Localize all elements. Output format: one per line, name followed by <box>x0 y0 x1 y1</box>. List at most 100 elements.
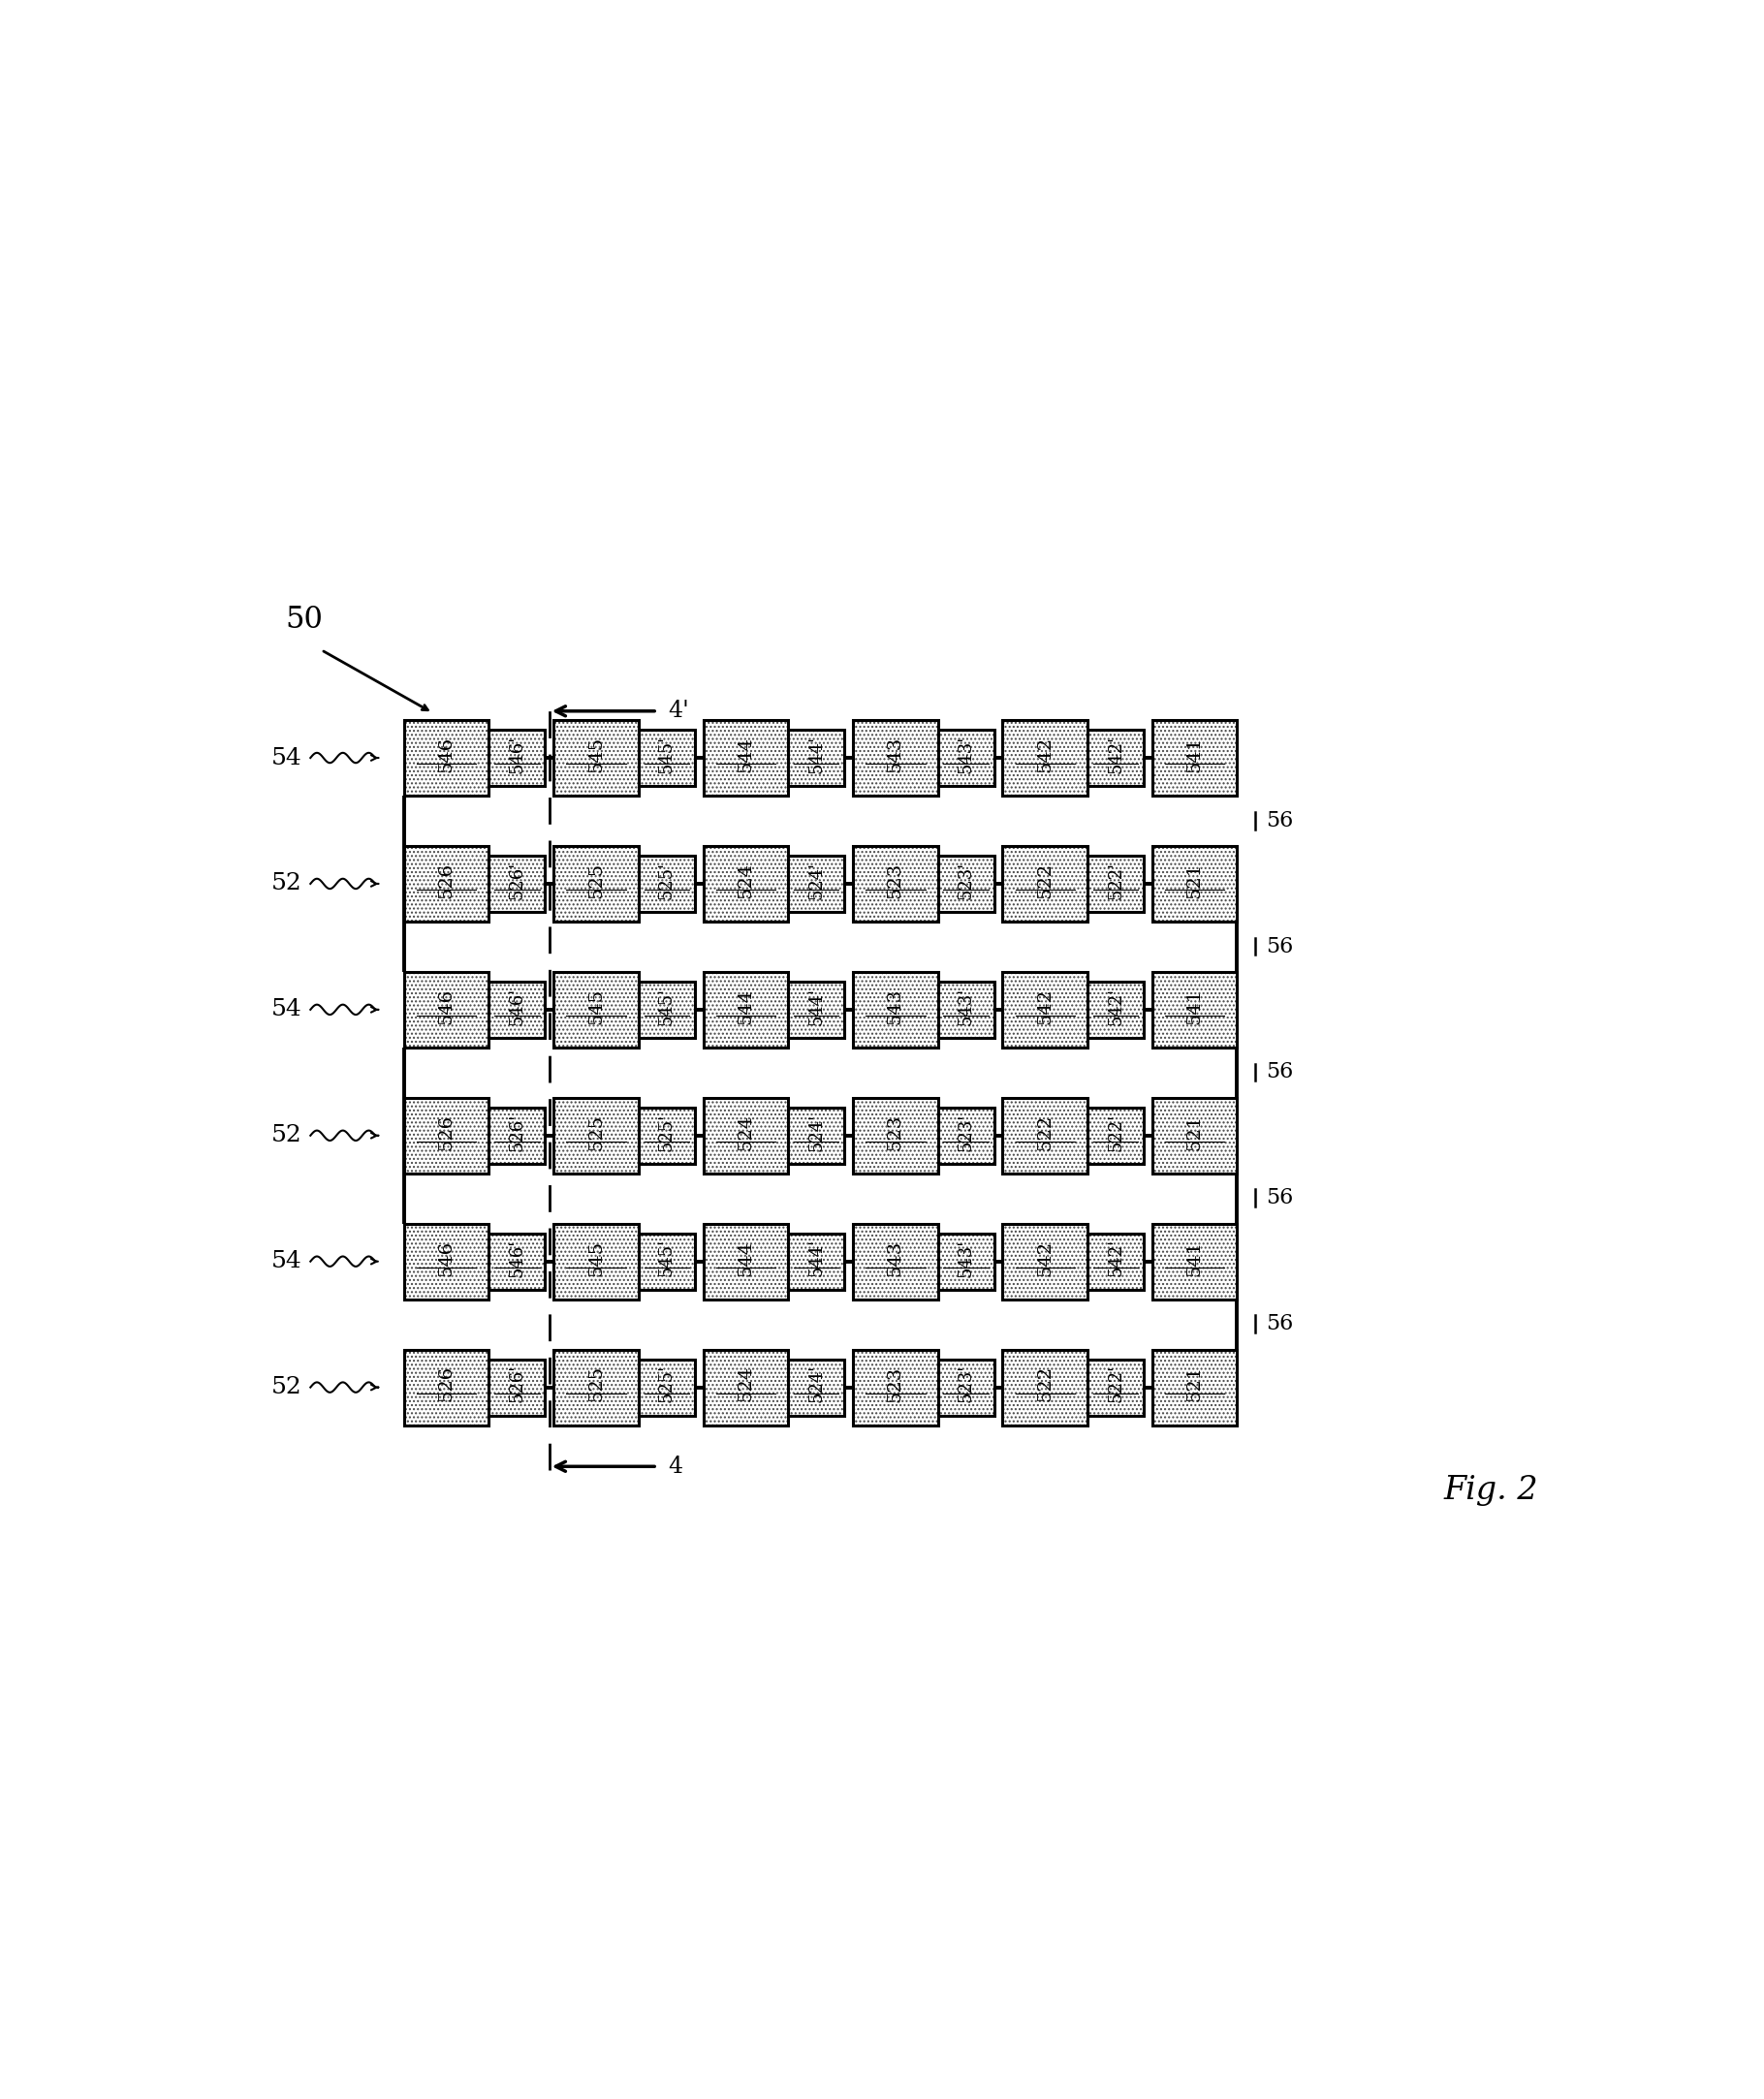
Bar <box>1088 1234 1143 1289</box>
Bar <box>489 982 545 1037</box>
Bar <box>489 1360 545 1415</box>
Bar <box>554 1224 639 1299</box>
Bar <box>489 982 545 1037</box>
Text: 523': 523' <box>958 1364 975 1402</box>
Bar <box>1152 846 1237 921</box>
Text: 56: 56 <box>1267 810 1293 831</box>
Bar <box>554 720 639 796</box>
Bar <box>854 720 938 796</box>
Bar <box>1152 1098 1237 1173</box>
Bar <box>489 1360 545 1415</box>
Bar <box>489 1234 545 1289</box>
Text: 525': 525' <box>658 1112 676 1150</box>
Bar <box>554 1098 639 1173</box>
Bar <box>1002 1224 1088 1299</box>
Bar <box>554 1350 639 1425</box>
Text: 523: 523 <box>887 863 905 898</box>
Bar <box>489 1234 545 1289</box>
Bar <box>854 1098 938 1173</box>
Bar <box>404 1224 489 1299</box>
Text: 525': 525' <box>658 1364 676 1402</box>
Bar <box>938 730 993 785</box>
Bar <box>554 846 639 921</box>
Bar <box>938 730 993 785</box>
Bar <box>1152 1350 1237 1425</box>
Bar <box>404 846 489 921</box>
Bar <box>404 1098 489 1173</box>
Text: 521: 521 <box>1185 1366 1203 1402</box>
Bar <box>404 846 489 921</box>
Bar <box>489 1108 545 1163</box>
Bar <box>854 720 938 796</box>
Bar <box>1152 1350 1237 1425</box>
Text: 524: 524 <box>737 1366 755 1402</box>
Bar <box>704 720 789 796</box>
Bar <box>938 1360 993 1415</box>
Text: 4': 4' <box>669 699 690 722</box>
Text: 542: 542 <box>1037 1241 1053 1276</box>
Bar <box>1002 1350 1088 1425</box>
Bar <box>789 1234 845 1289</box>
Bar <box>1088 982 1143 1037</box>
Bar <box>489 730 545 785</box>
Text: Fig. 2: Fig. 2 <box>1443 1476 1538 1505</box>
Bar <box>1152 972 1237 1047</box>
Bar <box>938 982 993 1037</box>
Bar <box>789 1360 845 1415</box>
Bar <box>1088 856 1143 911</box>
Bar <box>639 856 695 911</box>
Bar <box>554 1350 639 1425</box>
Bar <box>1088 1360 1143 1415</box>
Bar <box>554 720 639 796</box>
Text: 546: 546 <box>437 989 455 1024</box>
Bar <box>704 720 789 796</box>
Bar <box>704 972 789 1047</box>
Bar <box>704 972 789 1047</box>
Text: 545': 545' <box>658 1238 676 1276</box>
Bar <box>404 1098 489 1173</box>
Bar <box>1088 1360 1143 1415</box>
Text: 56: 56 <box>1267 936 1293 957</box>
Text: 544': 544' <box>808 735 826 772</box>
Bar <box>789 982 845 1037</box>
Text: 4: 4 <box>669 1455 683 1478</box>
Text: 521: 521 <box>1185 863 1203 898</box>
Bar <box>489 1108 545 1163</box>
Bar <box>554 1350 639 1425</box>
Bar <box>639 982 695 1037</box>
Bar <box>789 1360 845 1415</box>
Bar <box>639 1360 695 1415</box>
Bar <box>1002 1224 1088 1299</box>
Bar <box>938 856 993 911</box>
Bar <box>489 856 545 911</box>
Text: 542: 542 <box>1037 989 1053 1024</box>
Text: 525': 525' <box>658 861 676 898</box>
Bar <box>1088 856 1143 911</box>
Bar <box>1002 720 1088 796</box>
Text: 524: 524 <box>737 1115 755 1150</box>
Text: 52: 52 <box>272 1377 302 1398</box>
Bar <box>854 1350 938 1425</box>
Text: 544: 544 <box>737 989 755 1024</box>
Text: 521: 521 <box>1185 1115 1203 1150</box>
Bar <box>704 1224 789 1299</box>
Text: 525: 525 <box>587 863 605 898</box>
Bar <box>938 1234 993 1289</box>
Bar <box>1002 846 1088 921</box>
Bar <box>854 972 938 1047</box>
Text: 543': 543' <box>958 1238 975 1276</box>
Bar <box>1088 1234 1143 1289</box>
Bar <box>1002 1224 1088 1299</box>
Bar <box>404 846 489 921</box>
Bar <box>489 1108 545 1163</box>
Text: 545: 545 <box>587 1241 605 1276</box>
Bar <box>639 730 695 785</box>
Bar <box>854 1224 938 1299</box>
Bar <box>639 1234 695 1289</box>
Bar <box>639 1234 695 1289</box>
Bar <box>854 972 938 1047</box>
Bar <box>789 1108 845 1163</box>
Bar <box>938 1360 993 1415</box>
Bar <box>1088 1108 1143 1163</box>
Bar <box>489 982 545 1037</box>
